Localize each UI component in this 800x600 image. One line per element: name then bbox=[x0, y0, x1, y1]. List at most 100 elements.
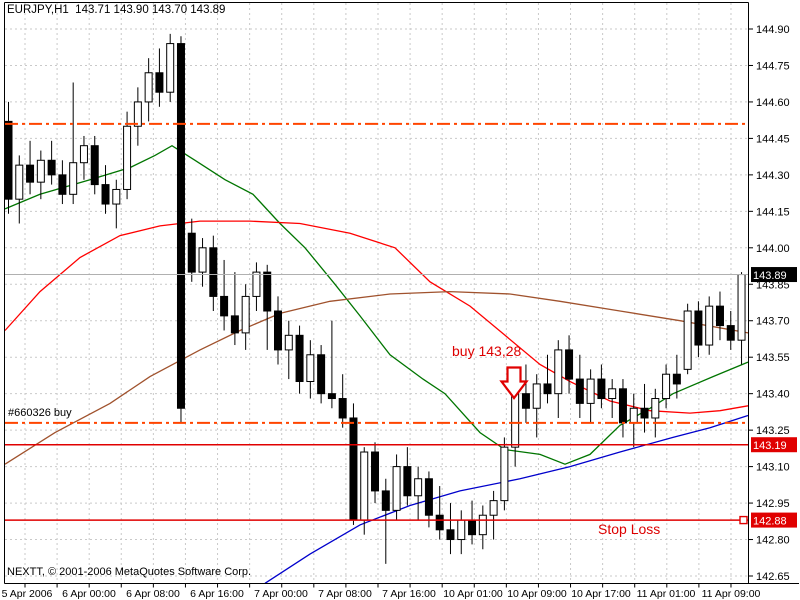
x-axis-label: 10 Apr 01:00 bbox=[443, 588, 503, 600]
x-axis-label: 11 Apr 01:00 bbox=[637, 588, 696, 600]
candle-bull bbox=[79, 145, 88, 164]
candle-bear bbox=[220, 295, 229, 317]
candle-bull bbox=[457, 519, 466, 541]
buy-annotation: buy 143,28 bbox=[452, 343, 522, 359]
candle-bear bbox=[101, 184, 110, 205]
candle-bull bbox=[662, 373, 671, 400]
candle-bear bbox=[381, 490, 390, 511]
x-axis-label: 11 Apr 09:00 bbox=[702, 588, 761, 600]
y-axis-label: 143.40 bbox=[756, 389, 790, 401]
candle-bear bbox=[155, 72, 164, 93]
ma-fast-green bbox=[4, 144, 749, 465]
candle-bear bbox=[435, 514, 444, 531]
candle-bull bbox=[133, 101, 142, 127]
candle-bear bbox=[47, 159, 56, 176]
candle-bear bbox=[726, 325, 735, 341]
candle-bear bbox=[543, 383, 552, 395]
x-axis-label: 5 Apr 2006 bbox=[2, 588, 53, 600]
chart-title: EURJPY,H1 143.71 143.90 143.70 143.89 bbox=[7, 4, 226, 16]
y-axis-label: 144.30 bbox=[756, 170, 790, 182]
candle-bear bbox=[230, 315, 239, 334]
candle-bear bbox=[575, 378, 584, 404]
copyright: NEXTT, © 2001-2006 MetaQuotes Software C… bbox=[7, 566, 252, 578]
y-axis-label: 144.15 bbox=[756, 206, 790, 218]
x-axis-label: 10 Apr 09:00 bbox=[507, 588, 567, 600]
candle-bear bbox=[327, 393, 336, 400]
y-axis-label: 142.95 bbox=[756, 498, 790, 510]
candle-bear bbox=[187, 232, 196, 273]
candle-bull bbox=[532, 383, 541, 409]
candle-bear bbox=[371, 451, 380, 492]
candle-bull bbox=[284, 334, 293, 351]
candle-bear bbox=[26, 164, 35, 183]
candle-bull bbox=[166, 43, 175, 93]
candle-bear bbox=[694, 310, 703, 346]
y-axis-label: 144.60 bbox=[756, 97, 790, 109]
price-label-text: 143.89 bbox=[753, 270, 787, 282]
y-axis-label: 142.65 bbox=[756, 571, 790, 583]
candle-bull bbox=[705, 305, 714, 346]
y-axis-label: 143.85 bbox=[756, 279, 790, 291]
candle-bear bbox=[672, 373, 681, 385]
candle-bull bbox=[15, 164, 24, 200]
stop-loss-marker bbox=[739, 515, 748, 525]
candle-bull bbox=[123, 125, 132, 190]
candle-bear bbox=[618, 388, 627, 424]
y-axis-label: 144.75 bbox=[756, 60, 790, 72]
candle-bear bbox=[274, 310, 282, 351]
candle-bull bbox=[252, 271, 261, 297]
candle-bull bbox=[489, 500, 498, 516]
buy-arrow-icon bbox=[499, 366, 529, 400]
candle-bear bbox=[715, 305, 724, 327]
x-axis-label: 10 Apr 17:00 bbox=[571, 588, 631, 600]
candle-bear bbox=[263, 271, 272, 312]
candle-bull bbox=[500, 446, 509, 502]
y-axis-label: 143.10 bbox=[756, 462, 790, 474]
y-axis-label: 144.00 bbox=[756, 243, 790, 255]
candle-bear bbox=[468, 519, 477, 536]
candle-bear bbox=[403, 466, 412, 497]
candle-bull bbox=[392, 466, 401, 511]
candle-bear bbox=[521, 393, 530, 409]
x-axis-label: 6 Apr 16:00 bbox=[190, 588, 244, 600]
candle-bull bbox=[144, 72, 153, 103]
candle-bull bbox=[306, 354, 315, 383]
y-axis-label: 142.80 bbox=[756, 535, 790, 547]
price-label-text: 142.88 bbox=[753, 516, 787, 528]
candle-bull bbox=[608, 388, 617, 400]
stop-loss-annotation: Stop Loss bbox=[598, 521, 661, 537]
price-label-box bbox=[751, 512, 797, 528]
candle-bull bbox=[112, 188, 121, 205]
price-label-box bbox=[751, 267, 797, 283]
candle-bear bbox=[338, 398, 347, 419]
ma-slow-brown bbox=[4, 290, 749, 465]
candle-bear bbox=[446, 529, 455, 541]
ma-slowest-blue bbox=[264, 414, 749, 584]
candle-bull bbox=[478, 514, 487, 536]
candle-bull bbox=[198, 247, 207, 273]
candle-bull bbox=[683, 310, 692, 370]
candle-bear bbox=[640, 407, 649, 419]
x-axis-label: 7 Apr 16:00 bbox=[382, 588, 436, 600]
y-axis-label: 143.55 bbox=[756, 352, 790, 364]
candle-bear bbox=[58, 174, 67, 195]
candle-bull bbox=[629, 407, 638, 424]
candle-bull bbox=[511, 393, 520, 448]
candle-bull bbox=[414, 478, 423, 497]
candle-bear bbox=[209, 247, 218, 297]
candle-bull bbox=[241, 295, 250, 334]
candle-bear bbox=[295, 334, 304, 383]
candle-bull bbox=[69, 162, 78, 195]
candle-bear bbox=[4, 120, 13, 200]
y-axis-label: 144.90 bbox=[756, 24, 790, 36]
x-axis-label: 7 Apr 08:00 bbox=[318, 588, 372, 600]
price-label-text: 143.19 bbox=[753, 440, 787, 452]
candle-bull bbox=[737, 274, 746, 341]
x-axis-label: 7 Apr 00:00 bbox=[254, 588, 308, 600]
y-axis-label: 144.45 bbox=[756, 133, 790, 145]
candle-bear bbox=[176, 43, 185, 409]
candle-bear bbox=[90, 145, 99, 186]
x-axis-label: 6 Apr 08:00 bbox=[126, 588, 180, 600]
